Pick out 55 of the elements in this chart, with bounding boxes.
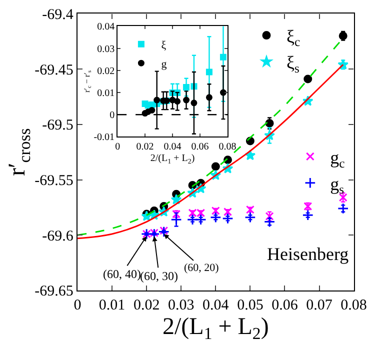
x-axis-title: 2/(L$_{1}$ + L$_{2}$): [162, 314, 269, 343]
point: [244, 212, 256, 224]
point: [264, 216, 276, 228]
annotation: (60, 40): [103, 267, 141, 281]
point: [222, 212, 234, 224]
legend-label: ξ$_{c}$: [286, 26, 301, 50]
point: [206, 68, 212, 76]
point: [170, 214, 182, 226]
y-tick-label: -69.4: [42, 6, 74, 23]
y-tick-label: 0: [110, 110, 115, 122]
point: [174, 98, 181, 105]
y-tick-label: -69.55: [34, 173, 74, 189]
y-tick-label: -69.5: [42, 118, 74, 134]
legend-label: g: [161, 58, 168, 70]
point: [186, 214, 198, 226]
annotation: (60, 30): [140, 269, 178, 283]
point: [337, 202, 349, 214]
y-tick-label: -69.65: [34, 284, 74, 300]
x-axis-title: 2/(L$_{1}$ + L$_{2}$): [150, 153, 195, 166]
point: [206, 94, 212, 101]
point: [183, 84, 190, 90]
legend-label: g$_{c}$: [330, 147, 346, 170]
x-tick-label: 0.02: [136, 142, 154, 153]
point: [220, 54, 226, 60]
y-tick-label: -69.45: [34, 62, 74, 78]
x-tick-label: 0.04: [164, 142, 182, 153]
legend-label: ξ: [161, 39, 166, 52]
y-tick-label: 0.01: [97, 88, 115, 100]
x-tick-label: 0.08: [218, 142, 236, 153]
point: [210, 212, 222, 224]
point: [302, 210, 314, 221]
x-tick-label: 0.07: [306, 298, 333, 314]
x-tick-label: 0.06: [191, 142, 209, 153]
point: [183, 96, 190, 104]
legend-label: ξ$_{s}$: [286, 52, 300, 76]
point: [220, 89, 226, 96]
x-tick-label: 0.05: [237, 298, 264, 314]
point: [304, 74, 312, 84]
annotation: (60, 20): [184, 262, 220, 274]
x-tick-label: 0.03: [168, 298, 194, 314]
x-tick-label: 0.08: [340, 298, 367, 314]
point: [154, 96, 160, 104]
y-tick-label: 0.02: [97, 66, 115, 77]
x-tick-label: 0.04: [202, 298, 230, 314]
y-tick-label: -0.01: [94, 132, 115, 144]
point: [211, 162, 220, 171]
point: [190, 100, 198, 106]
x-tick-label: 0.06: [272, 298, 298, 314]
y-tick-label: -69.6: [42, 228, 74, 244]
annotation: Heisenberg: [267, 244, 349, 264]
point: [170, 194, 182, 204]
y-tick-label: 0.04: [97, 22, 115, 33]
y-tick-label: 0.03: [97, 44, 115, 55]
x-tick-label: 0.02: [133, 298, 160, 314]
point: [148, 106, 156, 114]
